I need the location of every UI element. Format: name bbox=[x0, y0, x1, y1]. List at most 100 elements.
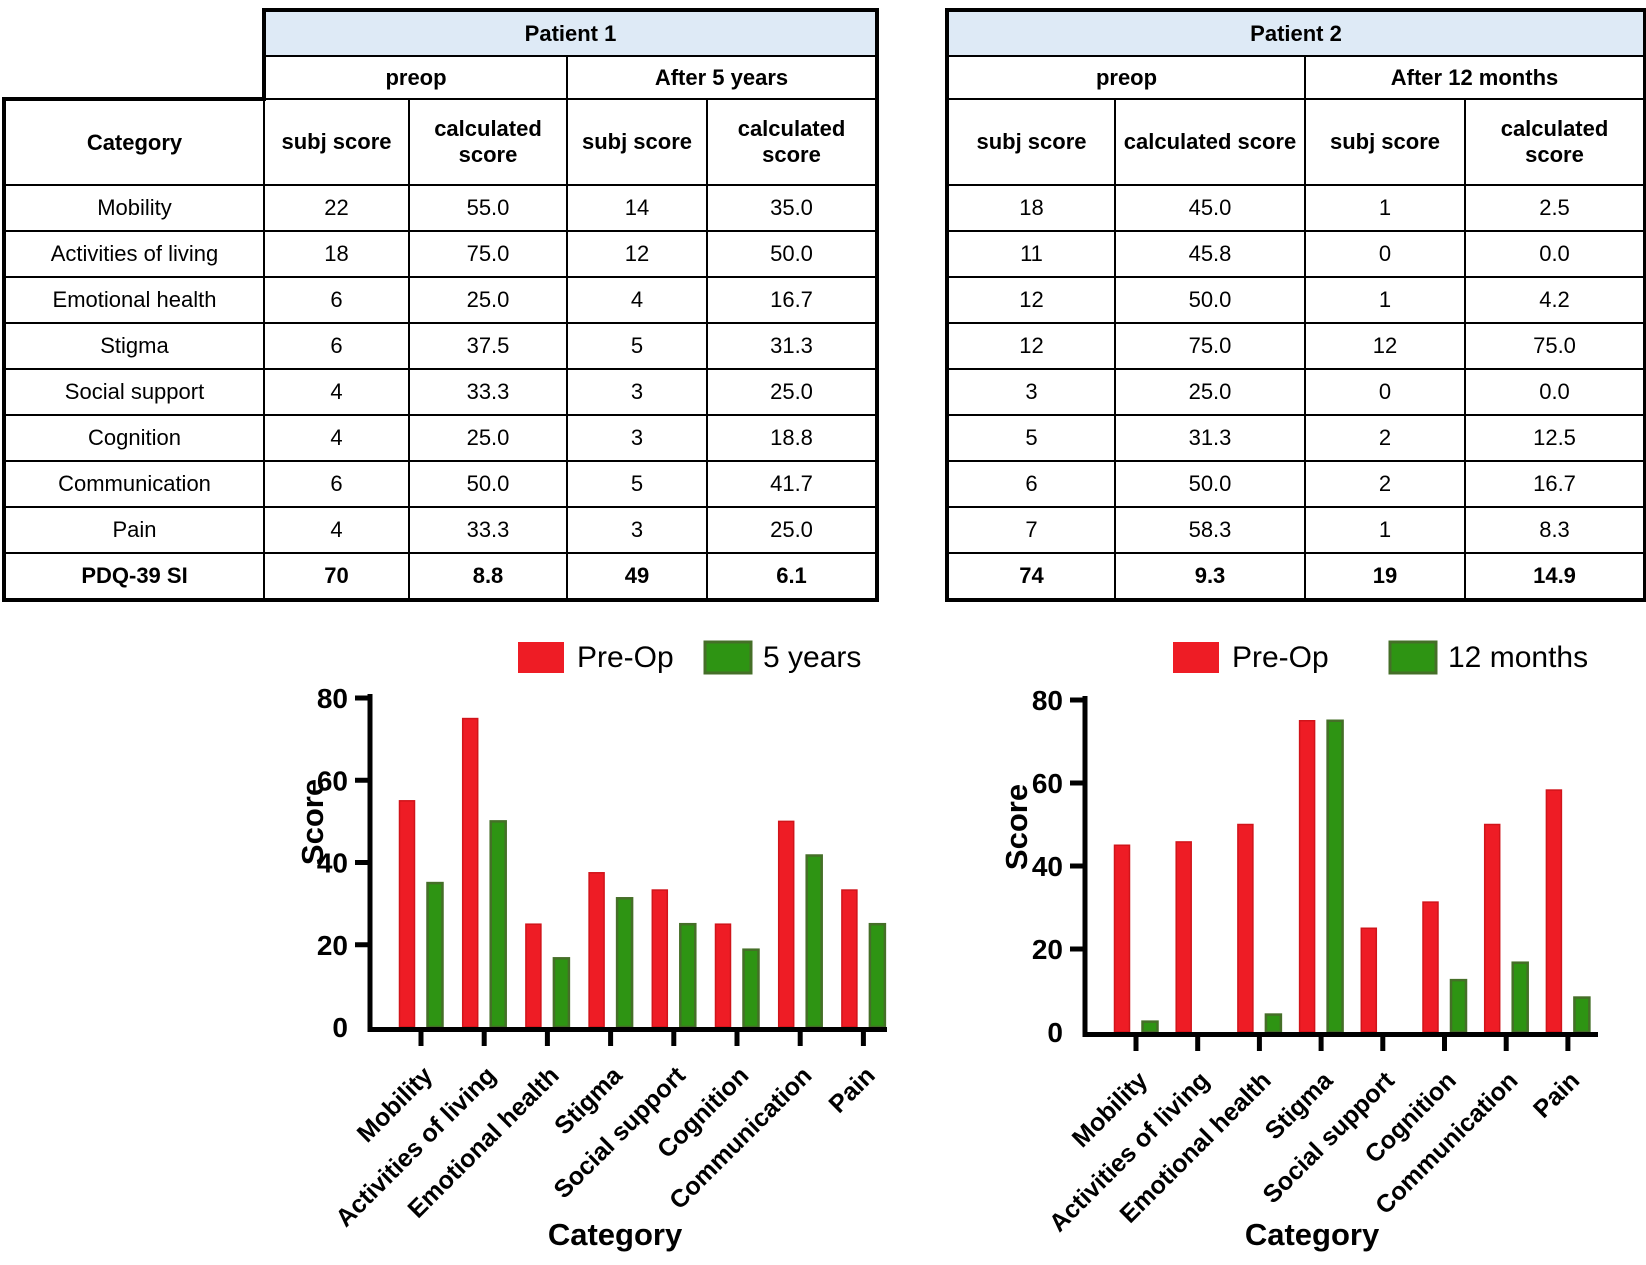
value-cell: 1 bbox=[1304, 276, 1466, 324]
value-cell: 25.0 bbox=[1114, 368, 1306, 416]
total-row: 74 9.3 19 14.9 bbox=[945, 552, 1646, 602]
bar-preop-mobility bbox=[1113, 844, 1131, 1033]
bar-followup-mobility bbox=[1141, 1020, 1159, 1034]
value-cell: 4 bbox=[566, 276, 708, 324]
value-cell: 4.2 bbox=[1463, 276, 1646, 324]
category-cell: Mobility bbox=[2, 184, 265, 232]
value-cell: 2 bbox=[1304, 414, 1466, 462]
bar-preop-communication bbox=[1483, 823, 1501, 1033]
y-tick-label: 60 bbox=[317, 765, 348, 796]
table-row: Category subj score calculated score sub… bbox=[2, 97, 880, 186]
patient1-bar-chart: Pre-Op 5 years020406080MobilityActivities… bbox=[295, 640, 887, 1252]
bar-preop-social-support bbox=[651, 889, 669, 1028]
value-cell: 58.3 bbox=[1114, 506, 1306, 554]
table-row: Pain 4 33.3 3 25.0 bbox=[2, 506, 880, 554]
column-header-category: Category bbox=[2, 97, 265, 186]
category-cell: Social support bbox=[2, 368, 265, 416]
spacer-cell bbox=[4, 10, 264, 56]
patient2-bar-chart: Pre-Op 12 months020406080MobilityActiviti… bbox=[999, 640, 1598, 1252]
value-cell: 55.0 bbox=[408, 184, 568, 232]
category-cell: Stigma bbox=[2, 322, 265, 370]
bar-followup-cognition bbox=[742, 948, 760, 1029]
patient2-table: Patient 2 preop After 12 months subj sco… bbox=[944, 8, 1646, 602]
value-cell: 25.0 bbox=[408, 414, 568, 462]
value-cell: 18 bbox=[945, 184, 1116, 232]
value-cell: 0.0 bbox=[1463, 230, 1646, 278]
value-cell: 45.8 bbox=[1114, 230, 1306, 278]
category-cell: Activities of living bbox=[2, 230, 265, 278]
total-value-cell: 8.8 bbox=[408, 552, 568, 602]
bar-preop-stigma bbox=[588, 872, 605, 1028]
value-cell: 18.8 bbox=[705, 414, 880, 462]
legend-swatch-followup bbox=[703, 640, 753, 675]
value-cell: 8.3 bbox=[1463, 506, 1646, 554]
bar-preop-cognition bbox=[1422, 901, 1439, 1033]
table-row: Patient 2 bbox=[944, 8, 1646, 57]
patient1-title: Patient 1 bbox=[261, 8, 880, 57]
x-tick-label: Pain bbox=[824, 1061, 881, 1118]
value-cell: 25.0 bbox=[705, 368, 880, 416]
value-cell: 12 bbox=[1304, 322, 1466, 370]
value-cell: 45.0 bbox=[1114, 184, 1306, 232]
legend-swatch-preop bbox=[518, 642, 564, 673]
table-row: Stigma 6 37.5 5 31.3 bbox=[2, 322, 880, 370]
table-row: subj score calculated score subj score c… bbox=[945, 98, 1646, 186]
bar-followup-pain bbox=[1573, 996, 1591, 1034]
category-cell: Cognition bbox=[2, 414, 265, 462]
total-value-cell: 70 bbox=[263, 552, 410, 602]
table-row: 18 45.0 1 2.5 bbox=[945, 184, 1646, 232]
value-cell: 16.7 bbox=[1463, 460, 1646, 508]
bar-preop-mobility bbox=[398, 800, 416, 1028]
column-header-calculated-score: calculated score bbox=[1463, 98, 1646, 186]
value-cell: 33.3 bbox=[408, 368, 568, 416]
category-cell: Communication bbox=[2, 460, 265, 508]
y-tick-label: 80 bbox=[1032, 685, 1063, 716]
value-cell: 25.0 bbox=[705, 506, 880, 554]
value-cell: 5 bbox=[566, 460, 708, 508]
value-cell: 5 bbox=[945, 414, 1116, 462]
table-row: Emotional health 6 25.0 4 16.7 bbox=[2, 276, 880, 324]
column-group-after5years: After 5 years bbox=[565, 55, 880, 100]
spacer-cell bbox=[4, 56, 264, 99]
value-cell: 31.3 bbox=[705, 322, 880, 370]
y-tick-label: 40 bbox=[1032, 851, 1063, 882]
value-cell: 75.0 bbox=[1463, 322, 1646, 370]
column-group-preop: preop bbox=[262, 55, 568, 100]
value-cell: 33.3 bbox=[408, 506, 568, 554]
table-row: 3 25.0 0 0.0 bbox=[945, 368, 1646, 416]
x-axis-title: Category bbox=[1245, 1217, 1380, 1252]
value-cell: 12 bbox=[945, 276, 1116, 324]
value-cell: 6 bbox=[945, 460, 1116, 508]
bar-preop-communication bbox=[777, 820, 795, 1028]
patient2-table-body: 18 45.0 1 2.5 11 45.8 0 0.0 12 50.0 1 4.2 12 75.0 12 75… bbox=[945, 184, 1646, 602]
y-tick-label: 20 bbox=[317, 930, 348, 961]
bar-followup-mobility bbox=[426, 881, 444, 1029]
value-cell: 3 bbox=[566, 368, 708, 416]
bar-followup-stigma bbox=[1326, 719, 1344, 1034]
column-group-after12months: After 12 months bbox=[1303, 55, 1646, 100]
value-cell: 1 bbox=[1304, 506, 1466, 554]
table-row: 11 45.8 0 0.0 bbox=[945, 230, 1646, 278]
value-cell: 4 bbox=[263, 414, 410, 462]
patient2-title: Patient 2 bbox=[944, 8, 1646, 57]
bar-followup-activities-of-living bbox=[489, 820, 507, 1029]
column-header-calculated-score: calculated score bbox=[705, 98, 880, 186]
y-tick-label: 0 bbox=[1047, 1017, 1063, 1048]
y-tick-label: 40 bbox=[317, 848, 348, 879]
table-row: preop After 5 years bbox=[4, 55, 880, 100]
y-tick-label: 80 bbox=[317, 683, 348, 714]
table-row: preop After 12 months bbox=[945, 55, 1646, 100]
value-cell: 0 bbox=[1304, 368, 1466, 416]
bar-followup-emotional-health bbox=[552, 957, 571, 1029]
total-label-cell: PDQ-39 SI bbox=[2, 552, 265, 602]
table-row: 7 58.3 1 8.3 bbox=[945, 506, 1646, 554]
value-cell: 50.0 bbox=[1114, 460, 1306, 508]
value-cell: 6 bbox=[263, 276, 410, 324]
value-cell: 31.3 bbox=[1114, 414, 1306, 462]
y-axis-title: Score bbox=[295, 779, 330, 865]
table-row: Communication 6 50.0 5 41.7 bbox=[2, 460, 880, 508]
table-row: Activities of living 18 75.0 12 50.0 bbox=[2, 230, 880, 278]
table-row: Patient 1 bbox=[4, 8, 880, 57]
bar-preop-stigma bbox=[1298, 720, 1316, 1033]
